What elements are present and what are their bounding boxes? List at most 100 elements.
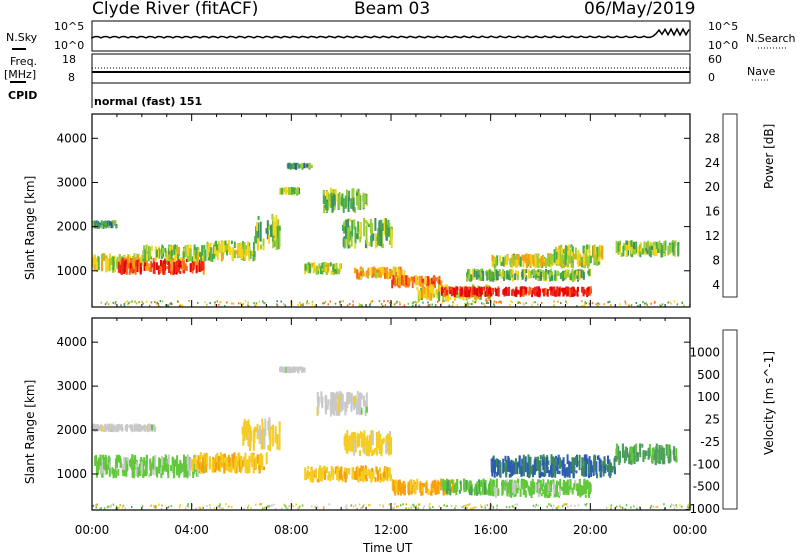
heatmap-cell-power-16-112: [522, 260, 525, 268]
heatmap-cell-velocity-10-104: [538, 479, 541, 484]
heatmap-cell-power-17-73: [553, 249, 556, 263]
heatmap-cell-power-13-91: [455, 294, 458, 298]
near-range-cell-power-148: [659, 304, 661, 307]
heatmap-cell-velocity-8-80: [442, 491, 445, 496]
heatmap-cell-velocity-1-48: [120, 425, 123, 431]
heatmap-cell-power-15-100: [580, 269, 583, 279]
heatmap-cell-power-18-98: [639, 244, 642, 249]
heatmap-cell-power-15-174: [551, 271, 554, 276]
heatmap-cell-velocity-12-80: [668, 444, 671, 453]
heatmap-cell-velocity-10-53: [561, 486, 564, 491]
heatmap-cell-power-18-81: [619, 244, 621, 254]
heatmap-cell-power-7-38: [294, 163, 297, 170]
near-range-cell-power-20: [223, 304, 226, 307]
heatmap-cell-velocity-5-132: [314, 468, 317, 475]
heatmap-cell-power-16-33: [526, 253, 528, 259]
heatmap-cell-velocity-0-131: [188, 468, 191, 477]
heatmap-cell-velocity-7-48: [378, 430, 380, 436]
heatmap-cell-power-14-187: [557, 292, 560, 297]
heatmap-cell-velocity-11-167: [607, 455, 609, 464]
near-range-cell-power-53: [291, 303, 293, 306]
near-range-cell-velocity-28: [445, 505, 447, 508]
near-range-cell-power-48: [284, 304, 286, 307]
heatmap-cell-power-9-70: [331, 195, 334, 213]
heatmap-cell-velocity-10-15: [542, 479, 545, 487]
heatmap-cell-power-13-48: [416, 286, 419, 291]
heatmap-cell-velocity-11-34: [516, 462, 519, 475]
heatmap-cell-power-15-112: [532, 269, 535, 276]
heatmap-cell-velocity-2-34: [203, 453, 206, 467]
heatmap-cell-power-15-55: [547, 270, 550, 275]
heatmap-cell-power-14-169: [529, 287, 532, 294]
heatmap-cell-velocity-0-168: [122, 470, 125, 477]
heatmap-cell-power-0-75: [114, 268, 116, 273]
heatmap-cell-power-15-78: [494, 271, 497, 276]
heatmap-cell-velocity-6-46: [336, 392, 339, 399]
heatmap-cell-power-13-39: [485, 284, 488, 288]
near-range-cell-power-9: [597, 302, 599, 305]
heatmap-cell-velocity-2-62: [193, 457, 196, 464]
heatmap-cell-velocity-6-63: [324, 395, 327, 402]
heatmap-cell-velocity-12-63: [635, 443, 638, 459]
heatmap-cell-power-15-70: [466, 278, 468, 282]
heatmap-cell-power-15-164: [469, 278, 472, 282]
heatmap-cell-power-9-66: [352, 197, 355, 210]
heatmap-cell-velocity-0-126: [165, 463, 168, 472]
heatmap-cell-power-15-176: [475, 270, 478, 280]
near-range-cell-power-13: [396, 300, 398, 303]
heatmap-cell-velocity-0-169: [124, 470, 127, 474]
heatmap-cell-power-16-158: [494, 258, 497, 268]
heatmap-cell-velocity-11-194: [555, 466, 558, 471]
heatmap-cell-power-2-23: [199, 251, 201, 257]
heatmap-cell-power-3-69: [209, 242, 212, 247]
heatmap-cell-power-15-186: [537, 272, 540, 276]
heatmap-cell-power-17-57: [574, 247, 577, 259]
heatmap-cell-velocity-11-179: [574, 456, 577, 466]
heatmap-cell-velocity-1-46: [121, 426, 124, 432]
heatmap-cell-power-1-106: [129, 263, 132, 269]
heatmap-cell-power-4-27: [114, 220, 117, 226]
near-range-cell-power-52: [565, 300, 567, 303]
heatmap-cell-velocity-12-79: [632, 453, 635, 464]
heatmap-cell-velocity-2-81: [221, 461, 224, 465]
heatmap-cell-velocity-3-16: [278, 433, 281, 451]
heatmap-cell-power-10-49: [350, 234, 353, 247]
heatmap-cell-power-15-182: [575, 270, 578, 276]
near-range-cell-velocity-50: [407, 507, 410, 510]
heatmap-cell-power-14-118: [464, 289, 467, 297]
near-range-cell-velocity-256: [673, 507, 676, 510]
noise-tick-left-bottom: 10^0: [54, 39, 85, 52]
heatmap-cell-velocity-11-101: [502, 458, 505, 474]
heatmap-cell-velocity-3-40: [243, 422, 246, 441]
near-range-cell-power-120: [155, 302, 157, 305]
heatmap-cell-power-1-65: [171, 267, 174, 271]
near-range-cell-velocity-58: [463, 508, 466, 510]
heatmap-cell-velocity-7-71: [352, 431, 355, 442]
heatmap-cell-power-14-61: [511, 289, 514, 296]
heatmap-cell-velocity-11-129: [609, 462, 612, 476]
heatmap-cell-velocity-7-51: [387, 436, 390, 448]
near-range-cell-velocity-205: [95, 504, 98, 507]
heatmap-cell-velocity-11-184: [496, 471, 499, 477]
heatmap-cell-power-3-15: [226, 250, 228, 255]
heatmap-cell-power-11-68: [384, 273, 386, 279]
heatmap-cell-power-18-52: [658, 240, 661, 253]
heatmap-cell-power-12-68: [395, 276, 398, 285]
near-range-cell-power-245: [412, 302, 414, 305]
heatmap-cell-velocity-6-20: [330, 392, 333, 407]
heatmap-cell-power-6-29: [280, 188, 283, 195]
near-range-cell-velocity-228: [489, 504, 491, 507]
heatmap-cell-velocity-0-123: [99, 465, 102, 475]
heatmap-cell-velocity-5-57: [341, 475, 344, 482]
near-range-cell-velocity-188: [564, 503, 567, 506]
near-range-cell-velocity-200: [216, 506, 219, 509]
near-range-cell-velocity-146: [213, 507, 216, 510]
heatmap-cell-power-12-18: [413, 276, 415, 282]
near-range-cell-power-45: [383, 300, 385, 303]
heatmap-cell-velocity-10-54: [540, 493, 543, 497]
heatmap-cell-power-17-3: [569, 249, 571, 264]
heatmap-cell-power-12-79: [398, 277, 400, 286]
near-range-cell-power-31: [114, 301, 117, 304]
heatmap-cell-power-3-51: [215, 248, 218, 257]
near-range-cell-velocity-167: [96, 503, 98, 506]
